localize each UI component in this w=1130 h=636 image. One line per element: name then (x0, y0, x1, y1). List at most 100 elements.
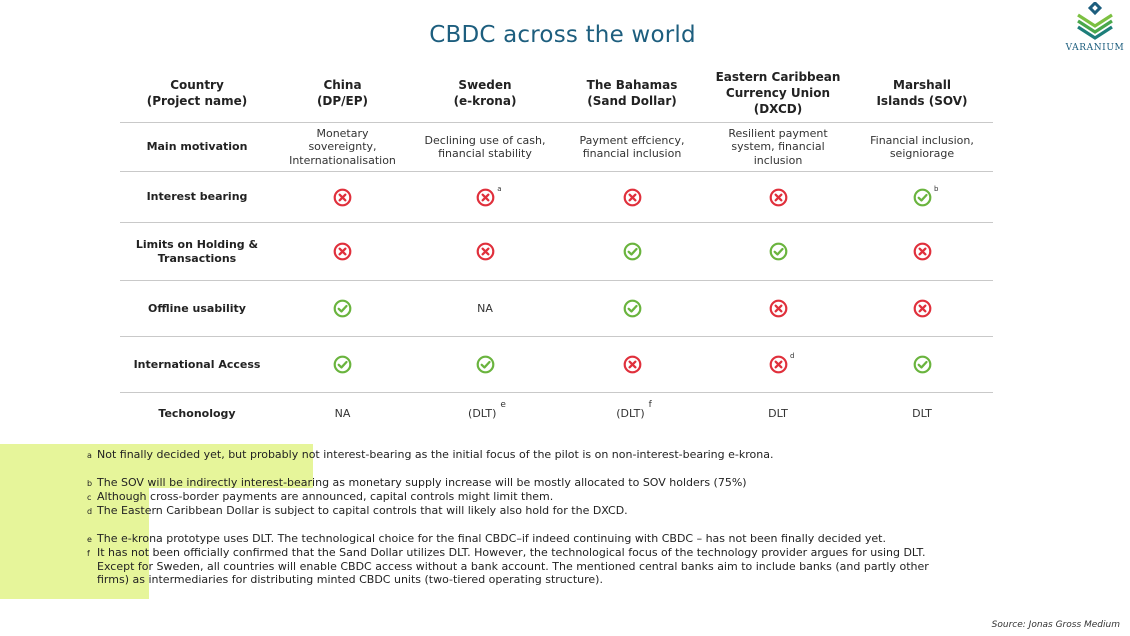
table-cell (705, 172, 851, 222)
table-cell: a (411, 172, 559, 222)
table-cell (559, 172, 705, 222)
table-cell (274, 281, 411, 336)
footnote-key: b (87, 479, 93, 488)
logo-icon (1077, 2, 1113, 40)
row-label-text: Main motivation (146, 140, 248, 153)
page-title: CBDC across the world (429, 22, 696, 48)
cross-icon: d (769, 352, 795, 374)
footnote-key: e (87, 535, 92, 544)
cross-icon: a (476, 185, 502, 207)
table-cell (274, 223, 411, 280)
footnote: d The Eastern Caribbean Dollar is subject… (87, 504, 977, 518)
footnote-text: The e-krona prototype uses DLT. The tech… (97, 532, 886, 545)
header-country: Country (Project name) (146, 78, 248, 108)
table-cell: (DLT) f (559, 393, 705, 435)
header-cell: Marshall Islands (SOV) (851, 64, 993, 122)
cell-text: Declining use of cash, financial stabilit… (424, 133, 546, 161)
header-cell: Eastern Caribbean Currency Union (DXCD) (705, 64, 851, 122)
cross-icon (333, 188, 352, 207)
table-cell (851, 223, 993, 280)
footnote-marker: b (934, 184, 939, 193)
check-icon (769, 242, 788, 261)
footnote-text: The SOV will be indirectly interest-bear… (97, 476, 747, 489)
table-cell: Resilient payment system, financial inclus… (705, 123, 851, 171)
table-cell (559, 223, 705, 280)
footnote-marker: d (790, 352, 795, 360)
cell-text: (DLT) (616, 407, 645, 421)
row-label-text: Interest bearing (146, 190, 248, 203)
footnote-key: a (87, 451, 92, 460)
cell-text: DLT (768, 407, 788, 421)
footnote-text: Although cross-border payments are annou… (97, 490, 554, 503)
cell-text: DLT (912, 407, 932, 421)
row-label-text: Limits on Holding & Transactions (135, 237, 259, 265)
table-cell (411, 337, 559, 392)
table-cell (274, 337, 411, 392)
table-row: Limits on Holding & Transactions (120, 223, 993, 281)
header-cell: China (DP/EP) (274, 64, 411, 122)
header-cell: The Bahamas (Sand Dollar) (559, 64, 705, 122)
cell-text: Monetary sovereignty, Internationalisation (289, 126, 396, 167)
source-note: Source: Jonas Gross Medium (991, 620, 1120, 630)
header-cell: Sweden (e-krona) (411, 64, 559, 122)
text-highlight (0, 488, 149, 599)
footnote-key: d (87, 507, 93, 516)
table-cell: Payment effciency, financial inclusion (559, 123, 705, 171)
header-sweden: Sweden (e-krona) (453, 78, 517, 108)
cell-text: NA (334, 407, 351, 421)
header-eccu: Eastern Caribbean Currency Union (DXCD) (715, 70, 841, 116)
table-cell (411, 223, 559, 280)
footnote: b The SOV will be indirectly interest-bea… (87, 476, 977, 490)
table-row: Interest bearing a b (120, 172, 993, 223)
footnote: e The e-krona prototype uses DLT. The tec… (87, 532, 977, 546)
table-cell: d (705, 337, 851, 392)
row-label: Offline usability (120, 281, 274, 336)
table-cell: DLT (851, 393, 993, 435)
cross-icon (769, 299, 788, 318)
table-cell (705, 223, 851, 280)
table-cell (559, 281, 705, 336)
row-label-text: International Access (133, 357, 261, 371)
cell-text: Financial inclusion, seigniorage (870, 133, 974, 161)
footnote: f It has not been officially confirmed th… (87, 546, 977, 587)
cross-icon (623, 188, 642, 207)
header-cell: Country (Project name) (120, 64, 274, 122)
check-icon (623, 299, 642, 318)
row-label: International Access (120, 337, 274, 392)
row-label: Techonology (120, 393, 274, 435)
table-cell: DLT (705, 393, 851, 435)
table-cell: Declining use of cash, financial stabilit… (411, 123, 559, 171)
table-cell: (DLT) e (411, 393, 559, 435)
footnote-text: It has not been officially confirmed tha… (97, 546, 929, 586)
cross-icon (476, 242, 495, 261)
table-header-row: Country (Project name) China (DP/EP) Swede… (120, 64, 993, 123)
footnote-marker: a (497, 184, 502, 193)
footnote-marker: e (500, 400, 506, 411)
footnote-text: The Eastern Caribbean Dollar is subject … (97, 504, 628, 517)
table-cell: NA (411, 281, 559, 336)
table-row: Offline usability NA (120, 281, 993, 337)
table-cell: b (851, 172, 993, 222)
table-cell: Financial inclusion, seigniorage (851, 123, 993, 171)
cross-icon (333, 242, 352, 261)
table-row: Techonology NA (DLT) e (DLT) f DLT DLT (120, 393, 993, 435)
cell-text: Payment effciency, financial inclusion (579, 133, 685, 161)
table-cell: Monetary sovereignty, Internationalisation (274, 123, 411, 171)
footnote-text: Not finally decided yet, but probably no… (97, 448, 774, 461)
logo: VARANIUM (1062, 2, 1128, 53)
footnote: c Although cross-border payments are anno… (87, 490, 977, 504)
row-label: Limits on Holding & Transactions (120, 223, 274, 280)
row-label-text: Techonology (158, 407, 236, 420)
table-row: International Access d (120, 337, 993, 393)
footnote: a Not finally decided yet, but probably n… (87, 448, 977, 462)
cell-text: (DLT) (468, 407, 497, 421)
row-label: Main motivation (120, 123, 274, 171)
cell-text: NA (477, 301, 493, 315)
cell-text: Resilient payment system, financial inclus… (728, 126, 828, 167)
check-icon (333, 299, 352, 318)
table-cell (851, 337, 993, 392)
footnote-key: c (87, 493, 92, 502)
check-icon: b (913, 185, 939, 207)
table-cell: NA (274, 393, 411, 435)
text-highlight (0, 444, 313, 488)
